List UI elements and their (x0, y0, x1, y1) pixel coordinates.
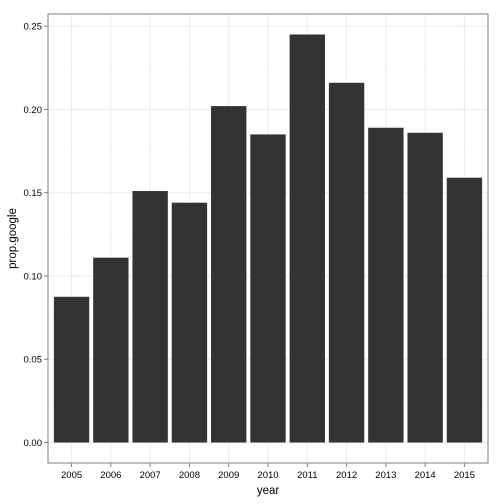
bar-2014 (407, 132, 443, 443)
y-tick-label: 0.25 (24, 22, 43, 33)
y-tick-label: 0.00 (24, 438, 43, 449)
bar-2010 (250, 134, 286, 443)
y-tick-label: 0.10 (24, 271, 43, 282)
bar-2015 (446, 177, 483, 443)
x-tick-label: 2009 (218, 470, 239, 481)
x-axis-title: year (257, 485, 280, 497)
bar-2006 (93, 257, 129, 443)
bars (53, 34, 483, 443)
y-tick-label: 0.20 (24, 105, 43, 116)
bar-2008 (171, 202, 208, 443)
y-tick-label: 0.15 (24, 188, 43, 199)
y-axis-title: prop.google (7, 208, 19, 269)
bar-2007 (132, 191, 168, 443)
x-tick-label: 2014 (415, 470, 436, 481)
x-tick-label: 2005 (61, 470, 82, 481)
bar-2012 (328, 82, 365, 443)
y-axis: 0.00 0.05 0.10 0.15 0.20 0.25 (24, 22, 48, 449)
bar-2005 (53, 296, 90, 443)
y-tick-label: 0.05 (24, 355, 43, 366)
x-axis: 2005 2006 2007 2008 2009 2010 2011 2012 2013 2014… (61, 463, 475, 481)
x-tick-label: 2007 (140, 470, 161, 481)
bar-2009 (211, 106, 247, 443)
x-tick-label: 2011 (297, 470, 317, 481)
x-tick-label: 2006 (100, 470, 121, 481)
bar-2013 (368, 127, 404, 443)
x-tick-label: 2012 (336, 470, 357, 481)
x-tick-label: 2013 (375, 470, 396, 481)
x-tick-label: 2015 (454, 470, 475, 481)
x-tick-label: 2010 (257, 470, 278, 481)
bar-2011 (289, 34, 325, 443)
x-tick-label: 2008 (179, 470, 200, 481)
